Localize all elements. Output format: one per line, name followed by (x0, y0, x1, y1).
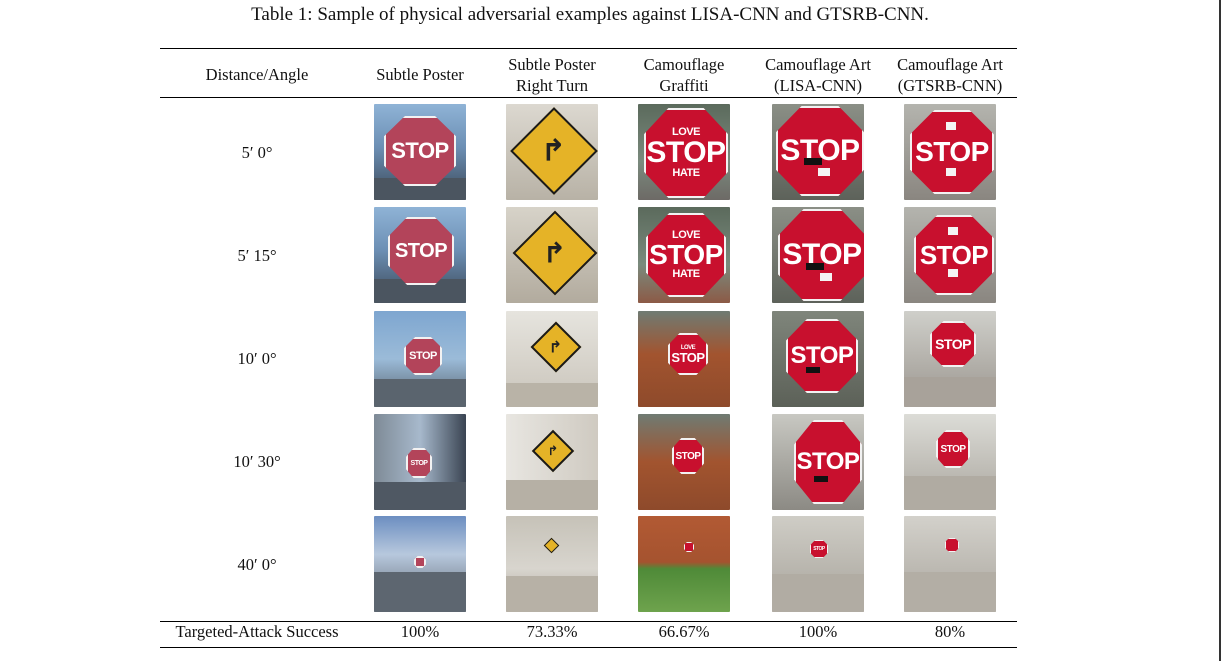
photo-subtle-poster-10ft-0deg: STOP (374, 311, 466, 407)
sticker-black (804, 158, 822, 165)
photo-graffiti-5ft-15deg: LOVE STOP HATE (638, 207, 730, 303)
sticker-white (818, 168, 830, 176)
photo-camo-gtsrb-10ft-30deg: STOP (904, 414, 996, 510)
row-label-10ft-30deg: 10′ 30° (233, 452, 281, 471)
sticker-white (948, 227, 958, 235)
stop-sign-icon: STOP (388, 217, 454, 285)
photo-graffiti-5ft-0deg: LOVE STOP HATE (638, 104, 730, 200)
header-rule (160, 97, 1017, 98)
top-rule (160, 48, 1017, 49)
graffiti-stop-sign-icon: LOVE STOP HATE (644, 108, 728, 198)
photo-camo-gtsrb-40ft-0deg (904, 516, 996, 612)
stop-sign-icon: STOP (384, 116, 456, 186)
header-camouflage-art-gtsrb-l2: (GTSRB-CNN) (897, 76, 1003, 95)
photo-right-turn-40ft-0deg (506, 516, 598, 612)
sticker-white (820, 273, 832, 281)
photo-right-turn-5ft-15deg: ↱ (506, 207, 598, 303)
photo-camo-gtsrb-5ft-15deg: STOP (904, 207, 996, 303)
sticker-white (948, 269, 958, 277)
camo-stop-sign-icon: STOP (794, 420, 862, 504)
sticker-black (806, 367, 820, 373)
graffiti-stop-sign-icon: LOVE STOP HATE (646, 213, 726, 297)
camo-stop-sign-icon: STOP (910, 110, 994, 194)
row-label-5ft-15deg: 5′ 15° (237, 246, 277, 265)
photo-right-turn-10ft-0deg: ↱ (506, 311, 598, 407)
header-camouflage-art-gtsrb-l1: Camouflage Art (897, 55, 1003, 74)
stop-sign-icon: STOP (404, 337, 442, 375)
photo-graffiti-10ft-30deg: STOP (638, 414, 730, 510)
header-camouflage-art-lisa-l1: Camouflage Art (765, 55, 871, 74)
header-distance-angle: Distance/Angle (205, 65, 309, 84)
header-subtle-poster: Subtle Poster (376, 65, 464, 84)
sticker-white (946, 168, 956, 176)
photo-subtle-poster-10ft-30deg: STOP (374, 414, 466, 510)
success-subtle-poster-right-turn: 73.33% (526, 622, 578, 641)
photo-subtle-poster-5ft-15deg: STOP (374, 207, 466, 303)
photo-graffiti-10ft-0deg: LOVE STOP (638, 311, 730, 407)
photo-subtle-poster-40ft-0deg (374, 516, 466, 612)
photo-camo-lisa-10ft-30deg: STOP (772, 414, 864, 510)
row-label-10ft-0deg: 10′ 0° (237, 349, 277, 368)
graffiti-stop-sign-icon (684, 542, 694, 552)
photo-camo-gtsrb-5ft-0deg: STOP (904, 104, 996, 200)
camo-stop-sign-icon: STOP (786, 319, 858, 393)
bottom-rule (160, 647, 1017, 648)
success-camouflage-graffiti: 66.67% (658, 622, 710, 641)
camo-stop-sign-icon (945, 538, 959, 552)
photo-subtle-poster-5ft-0deg: STOP (374, 104, 466, 200)
sticker-white (946, 122, 956, 130)
photo-camo-lisa-5ft-0deg: STOP (772, 104, 864, 200)
photo-graffiti-40ft-0deg (638, 516, 730, 612)
photo-right-turn-5ft-0deg: ↱ (506, 104, 598, 200)
sticker-black (806, 263, 824, 270)
success-subtle-poster: 100% (400, 622, 440, 641)
success-camouflage-art-lisa: 100% (798, 622, 838, 641)
success-camouflage-art-gtsrb: 80% (934, 622, 966, 641)
camo-stop-sign-icon: STOP (930, 321, 976, 367)
photo-right-turn-10ft-30deg: ↱ (506, 414, 598, 510)
header-subtle-poster-right-turn-l1: Subtle Poster (508, 55, 596, 74)
graffiti-stop-sign-icon: STOP (672, 438, 704, 474)
row-label-5ft-0deg: 5′ 0° (241, 143, 273, 162)
camo-stop-sign-icon: STOP (778, 209, 864, 301)
footer-label: Targeted-Attack Success (175, 622, 339, 641)
photo-camo-lisa-5ft-15deg: STOP (772, 207, 864, 303)
footer-top-rule (160, 621, 1017, 622)
sticker-black (814, 476, 828, 482)
header-camouflage-graffiti-l1: Camouflage (643, 55, 725, 74)
stop-sign-icon (414, 556, 426, 568)
table-caption: Table 1: Sample of physical adversarial … (251, 4, 929, 25)
photo-camo-gtsrb-10ft-0deg: STOP (904, 311, 996, 407)
header-camouflage-art-lisa-l2: (LISA-CNN) (774, 76, 862, 95)
camo-stop-sign-icon: STOP (810, 540, 828, 558)
photo-camo-lisa-40ft-0deg: STOP (772, 516, 864, 612)
page-edge-line (1219, 0, 1221, 661)
camo-stop-sign-icon: STOP (936, 430, 970, 468)
graffiti-stop-sign-icon: LOVE STOP (668, 333, 708, 375)
row-label-40ft-0deg: 40′ 0° (237, 555, 277, 574)
header-camouflage-graffiti-l2: Graffiti (659, 76, 709, 95)
header-subtle-poster-right-turn-l2: Right Turn (516, 76, 588, 95)
photo-camo-lisa-10ft-0deg: STOP (772, 311, 864, 407)
camo-stop-sign-icon: STOP (776, 106, 864, 196)
stop-sign-icon: STOP (406, 448, 432, 478)
